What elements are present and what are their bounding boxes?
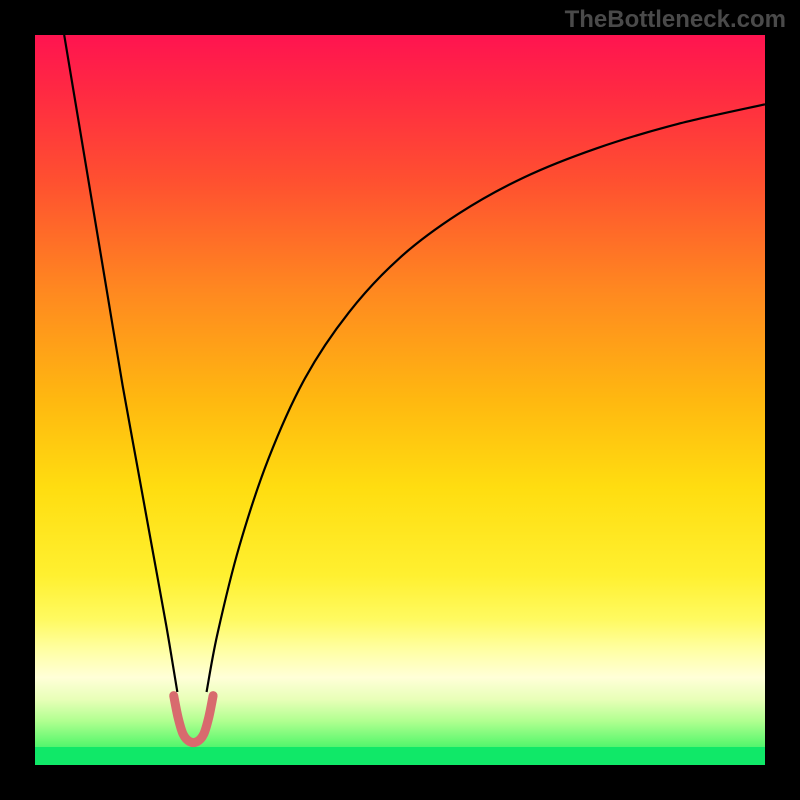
watermark-text: TheBottleneck.com xyxy=(565,6,786,34)
chart-curves xyxy=(35,35,765,765)
chart-plot-area xyxy=(35,35,765,765)
curve-right xyxy=(207,104,765,692)
curve-left xyxy=(64,35,177,692)
valley-marker xyxy=(174,696,213,743)
